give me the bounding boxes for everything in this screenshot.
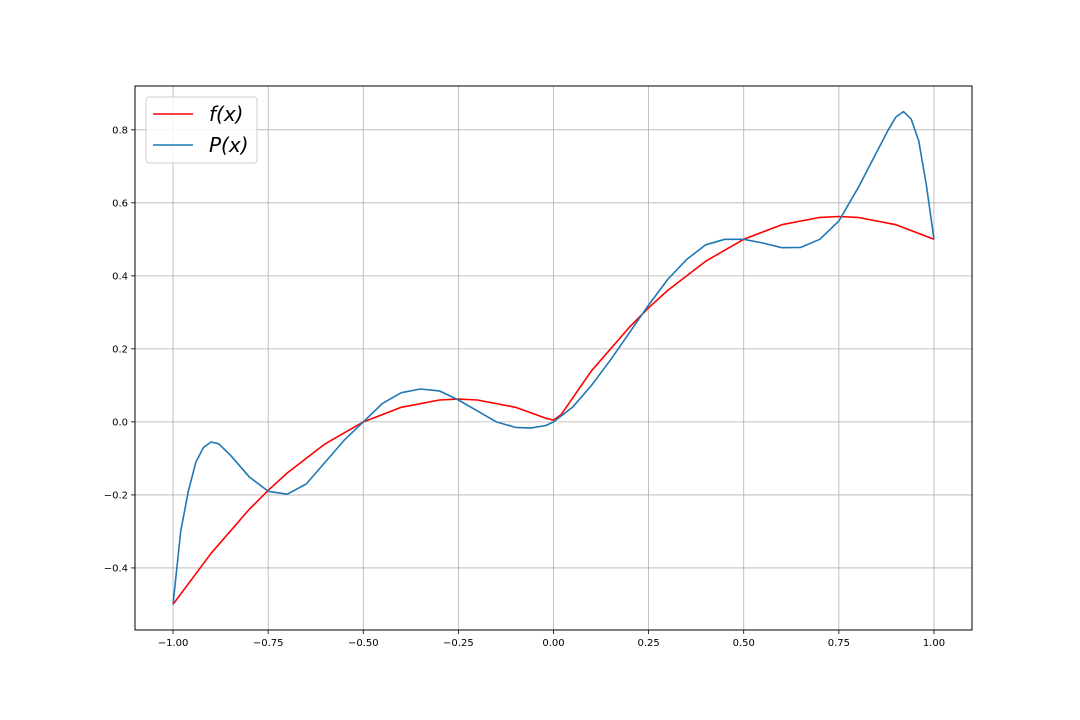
- x-tick-label: −0.25: [443, 638, 474, 649]
- y-tick-label: 0.8: [112, 125, 128, 136]
- series-line-f: [172, 215, 935, 605]
- series-line-p: [172, 110, 935, 605]
- y-tick-label: −0.2: [104, 490, 128, 501]
- legend-label-f: f(x): [209, 102, 243, 126]
- x-tick-label: 1.00: [923, 638, 945, 649]
- y-tick-label: 0.2: [112, 344, 128, 355]
- x-tick-label: −0.75: [253, 638, 284, 649]
- x-axis-ticks: −1.00 −0.75 −0.50 −0.25 0.00 0.25 0.50 0.75 1.00: [158, 630, 945, 649]
- grid: [135, 86, 972, 630]
- x-tick-label: −1.00: [158, 638, 189, 649]
- x-tick-label: 0.75: [828, 638, 850, 649]
- x-tick-label: 0.50: [733, 638, 755, 649]
- y-tick-label: −0.4: [104, 563, 128, 574]
- y-tick-label: 0.4: [112, 271, 128, 282]
- legend: f(x) P(x): [145, 96, 258, 164]
- y-tick-label: 0.6: [112, 198, 128, 209]
- x-tick-label: 0.25: [637, 638, 659, 649]
- x-tick-label: −0.50: [348, 638, 379, 649]
- y-axis-ticks: −0.4 −0.2 0.0 0.2 0.4 0.6 0.8: [104, 125, 135, 574]
- y-tick-label: 0.0: [112, 417, 128, 428]
- x-tick-label: 0.00: [542, 638, 564, 649]
- legend-label-p: P(x): [209, 133, 249, 157]
- series-layer: [172, 110, 935, 605]
